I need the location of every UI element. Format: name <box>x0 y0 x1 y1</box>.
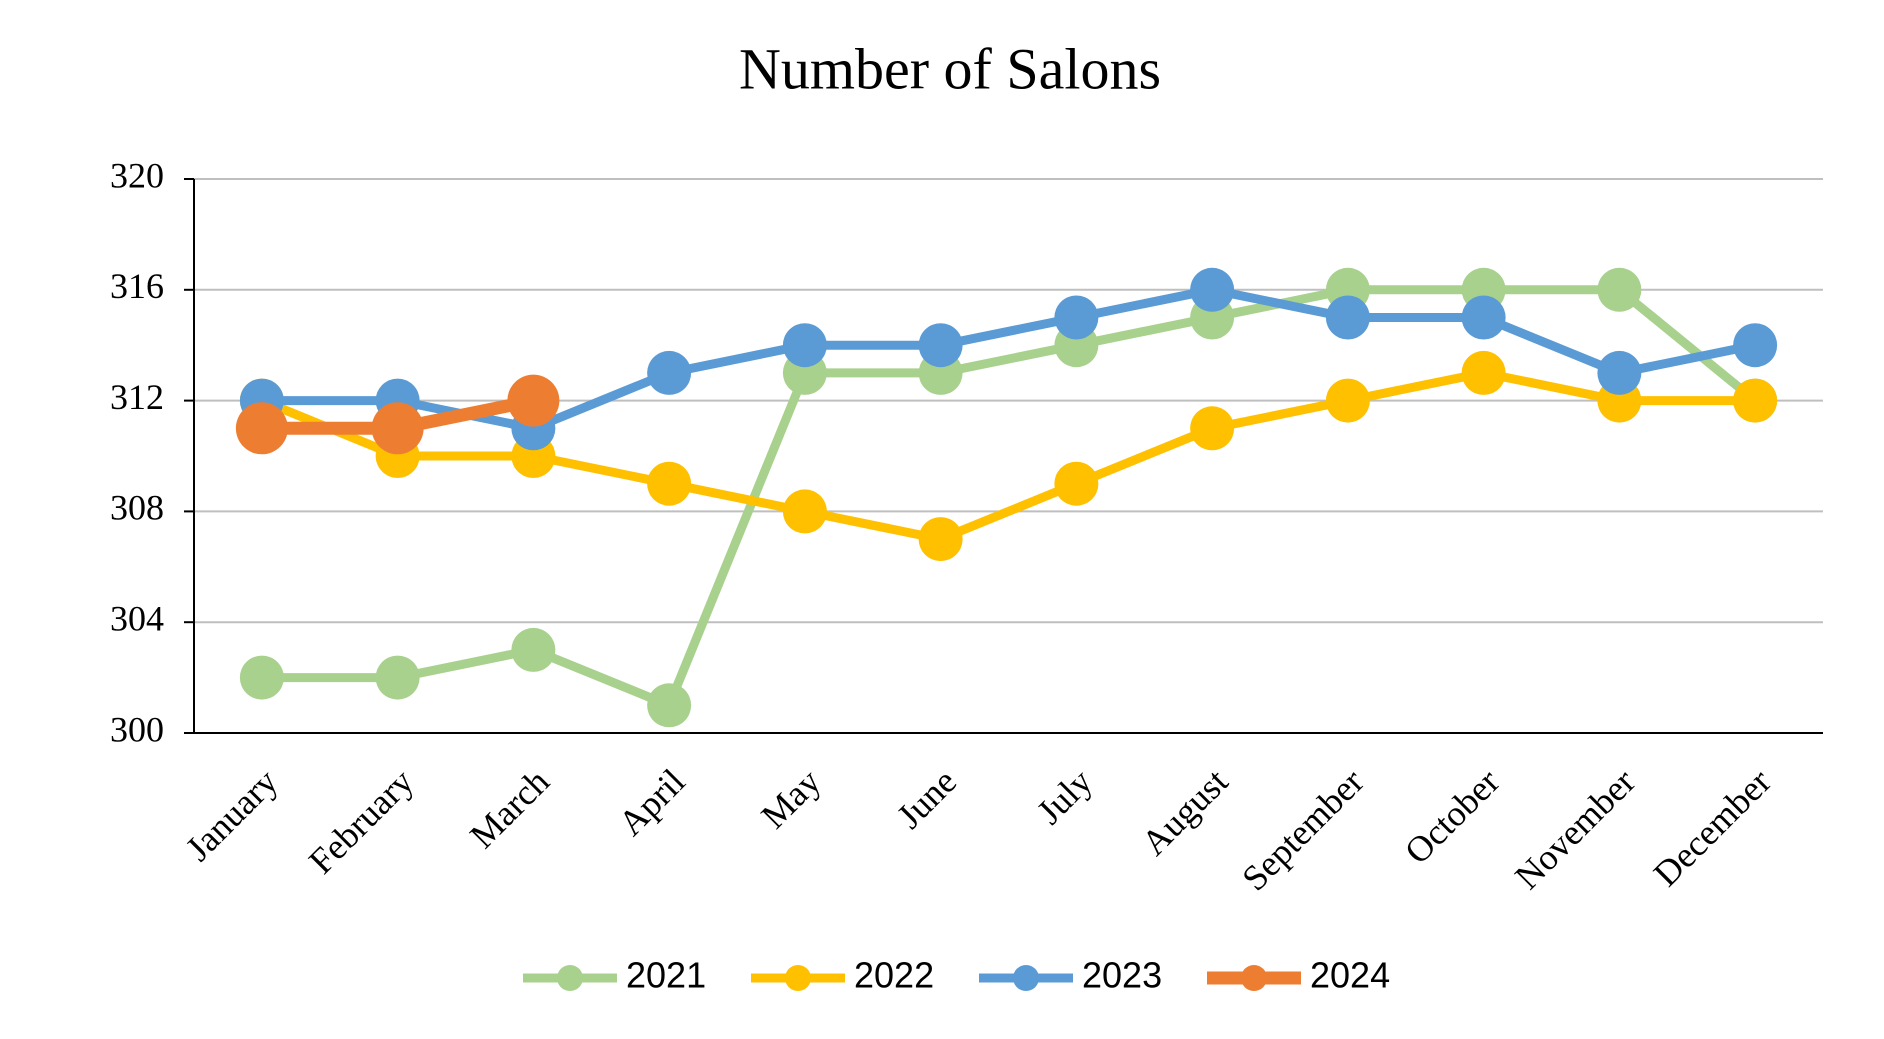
marker <box>1733 323 1778 368</box>
legend-marker <box>1241 965 1267 991</box>
marker <box>239 655 284 700</box>
legend-marker <box>557 965 583 991</box>
marker <box>371 402 424 455</box>
x-tick-label: March <box>462 761 557 856</box>
marker <box>235 402 288 455</box>
x-tick-label: September <box>1234 761 1371 898</box>
marker <box>782 323 827 368</box>
series-3 <box>235 374 560 455</box>
marker <box>918 323 963 368</box>
marker <box>647 350 692 395</box>
marker <box>1461 350 1506 395</box>
y-tick-label: 312 <box>110 377 164 417</box>
marker <box>918 517 963 562</box>
legend-label: 2022 <box>854 955 934 996</box>
legend-marker <box>785 965 811 991</box>
x-tick-label: May <box>753 761 828 836</box>
marker <box>511 627 556 672</box>
marker <box>1733 378 1778 423</box>
legend-marker <box>1013 965 1039 991</box>
x-tick-label: June <box>889 761 964 836</box>
line <box>261 285 1757 433</box>
x-tick-label: April <box>611 761 693 843</box>
legend-label: 2024 <box>1310 955 1390 996</box>
x-tick-label: November <box>1507 761 1643 897</box>
chart-title: Number of Salons <box>739 36 1161 101</box>
marker <box>1325 378 1370 423</box>
x-tick-label: February <box>301 761 421 881</box>
marker <box>507 374 560 427</box>
marker <box>782 489 827 534</box>
y-tick-label: 308 <box>110 488 164 528</box>
x-tick-label: August <box>1134 761 1236 863</box>
marker <box>647 461 692 506</box>
series-0 <box>239 267 1778 728</box>
marker <box>1190 267 1235 312</box>
marker <box>1461 295 1506 340</box>
marker <box>375 655 420 700</box>
marker <box>1597 267 1642 312</box>
x-tick-label: October <box>1397 761 1507 871</box>
marker <box>1054 461 1099 506</box>
series-1 <box>239 350 1778 562</box>
marker <box>1597 350 1642 395</box>
line <box>260 368 1756 544</box>
series-2 <box>239 267 1778 451</box>
marker <box>1054 295 1099 340</box>
legend-label: 2021 <box>626 955 706 996</box>
y-tick-label: 316 <box>110 266 164 306</box>
y-tick-label: 320 <box>110 155 164 195</box>
y-tick-label: 304 <box>110 598 164 638</box>
y-tick-label: 300 <box>110 709 164 749</box>
marker <box>1325 295 1370 340</box>
marker <box>647 683 692 728</box>
x-tick-label: July <box>1029 761 1100 832</box>
marker <box>1190 406 1235 451</box>
legend-label: 2023 <box>1082 955 1162 996</box>
x-tick-label: January <box>178 761 285 868</box>
line <box>261 285 1758 710</box>
x-tick-label: December <box>1646 761 1779 894</box>
